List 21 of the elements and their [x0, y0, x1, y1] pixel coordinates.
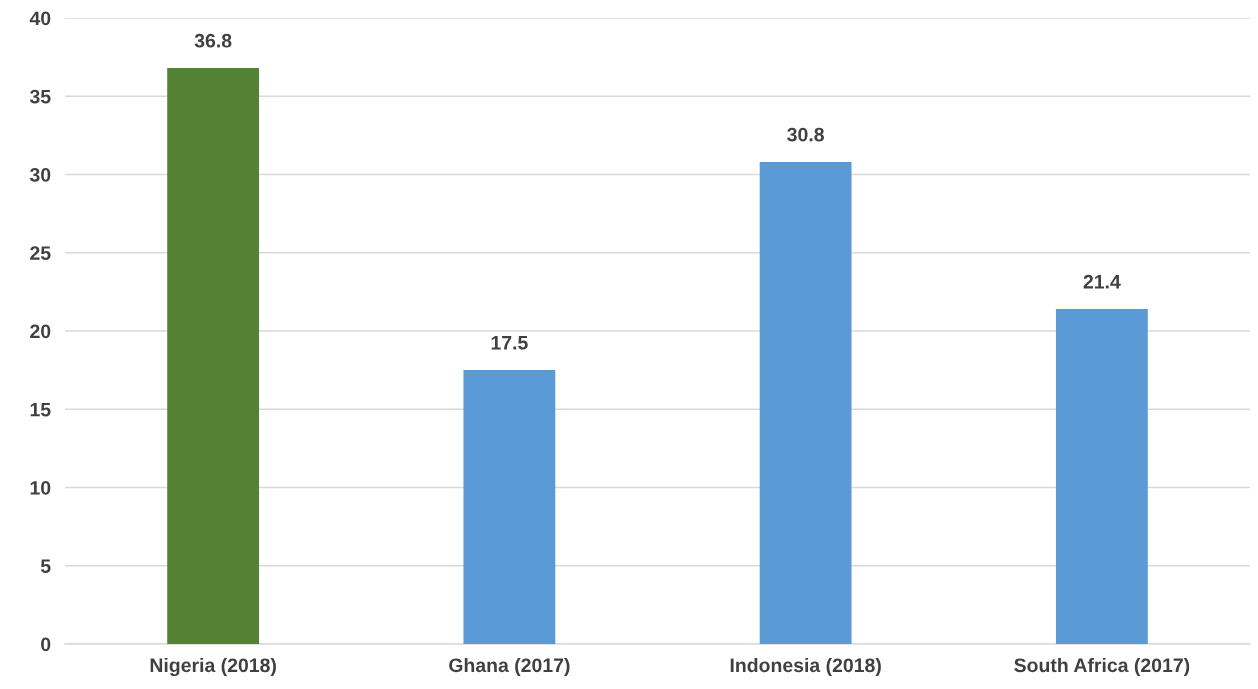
y-tick-label: 30	[29, 167, 51, 182]
x-tick-label: Nigeria (2018)	[150, 657, 276, 677]
x-tick-label: Indonesia (2018)	[730, 657, 881, 677]
x-tick-label: South Africa (2017)	[1014, 657, 1190, 677]
y-tick-label: 15	[30, 402, 51, 417]
bar	[167, 68, 260, 644]
bar	[463, 370, 556, 644]
bar	[759, 161, 852, 644]
data-label: 21.4	[1083, 274, 1121, 289]
y-tick-label: 0	[41, 637, 51, 652]
y-tick-label: 20	[30, 324, 51, 339]
y-tick-label: 10	[30, 480, 51, 495]
y-tick-label: 5	[40, 559, 51, 573]
bar	[1055, 309, 1148, 644]
y-tick-label: 35	[29, 89, 51, 104]
x-tick-label: Ghana (2017)	[449, 657, 570, 677]
data-label: 30.8	[787, 127, 824, 142]
y-tick-label: 40	[29, 11, 51, 26]
data-label: 36.8	[194, 33, 232, 48]
y-tick-label: 25	[30, 246, 51, 260]
data-label: 17.5	[491, 336, 528, 350]
